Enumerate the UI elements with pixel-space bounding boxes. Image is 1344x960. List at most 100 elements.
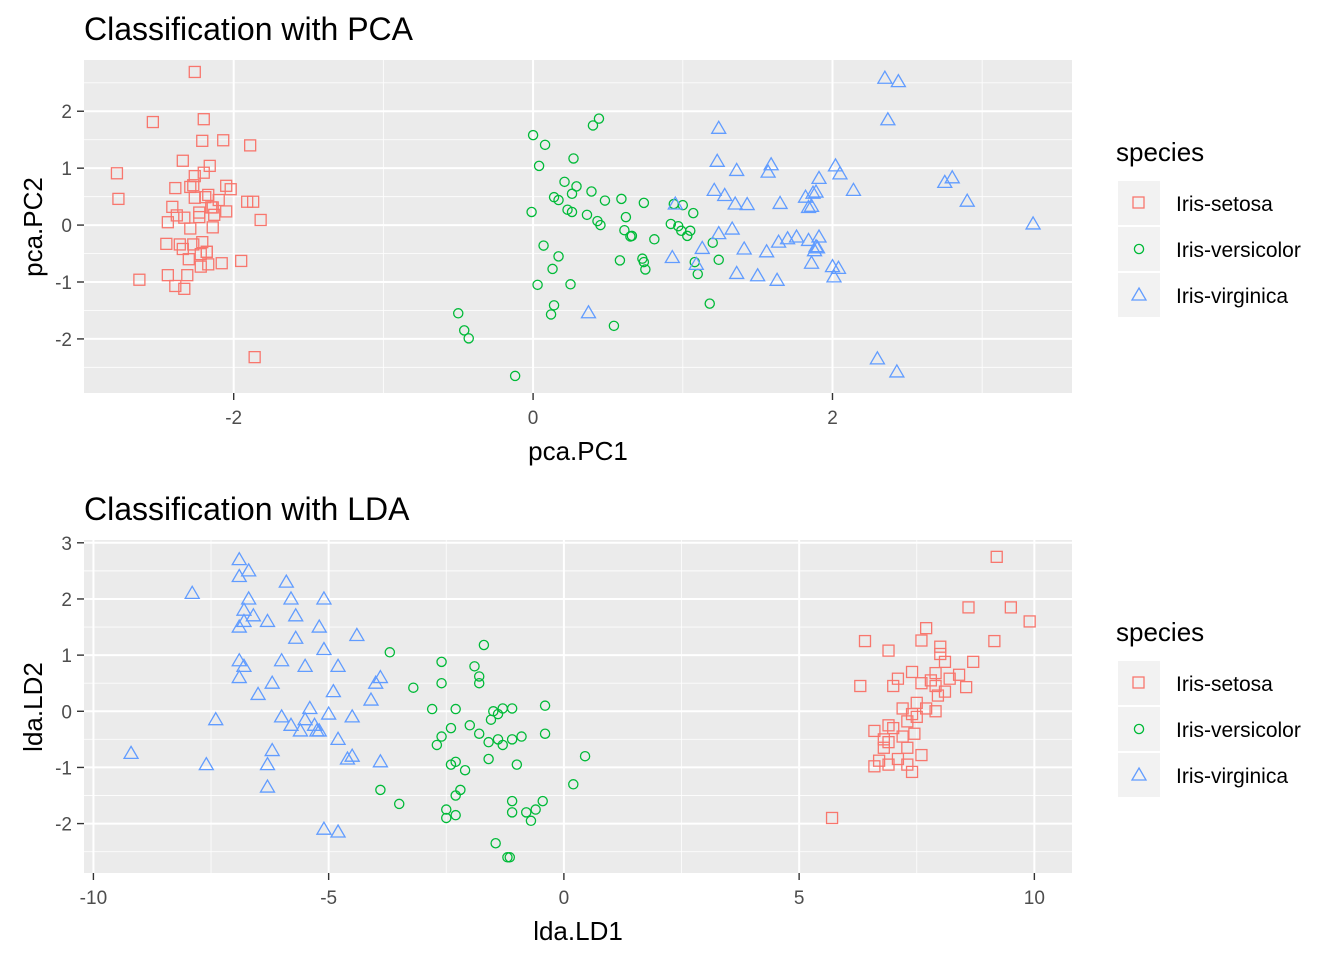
point-iris-virginica (329, 658, 347, 672)
point-iris-virginica (825, 268, 843, 283)
point-iris-virginica (367, 674, 384, 689)
lda-legend-key-versicolor (1118, 707, 1160, 751)
point-iris-virginica (348, 627, 366, 642)
point-iris-versicolor (587, 120, 599, 131)
point-iris-versicolor (619, 224, 630, 236)
point-iris-virginica (329, 731, 347, 746)
lda-plot-panel (84, 540, 1072, 873)
point-iris-versicolor (539, 139, 551, 151)
point-iris-versicolor (463, 333, 474, 344)
point-iris-versicolor (473, 671, 485, 682)
point-iris-versicolor (441, 804, 452, 815)
point-iris-virginica (273, 708, 290, 723)
point-iris-setosa (929, 666, 942, 680)
point-iris-versicolor (533, 160, 545, 172)
point-iris-setosa (112, 192, 125, 206)
point-iris-setosa (196, 134, 209, 147)
point-iris-virginica (888, 363, 905, 378)
point-iris-virginica (580, 304, 597, 319)
point-iris-virginica (245, 607, 262, 622)
point-iris-versicolor (614, 255, 626, 266)
point-iris-versicolor (562, 204, 573, 215)
point-iris-virginica (240, 590, 257, 605)
point-iris-versicolor (393, 798, 405, 810)
point-iris-setosa (194, 247, 207, 261)
x-tick-label: 0 (528, 408, 539, 429)
point-iris-virginica (768, 272, 786, 286)
point-iris-setosa (1023, 615, 1036, 628)
point-iris-versicolor (431, 739, 443, 751)
point-iris-virginica (122, 745, 140, 760)
point-iris-setosa (194, 260, 207, 273)
legend-square-icon (1132, 676, 1145, 689)
point-iris-setosa (988, 634, 1001, 648)
point-iris-setosa (161, 216, 174, 229)
point-iris-virginica (311, 722, 328, 737)
point-iris-setosa (188, 169, 201, 183)
pca-y-axis: -2 -1 0 1 2 (55, 102, 84, 351)
point-iris-setosa (915, 634, 928, 647)
point-iris-virginica (198, 756, 215, 771)
point-iris-versicolor (581, 209, 593, 221)
point-iris-versicolor (676, 225, 687, 237)
point-iris-setosa (208, 208, 221, 221)
point-iris-setosa (910, 710, 923, 724)
point-iris-versicolor (638, 197, 650, 209)
point-iris-versicolor (665, 218, 677, 230)
point-iris-setosa (173, 238, 186, 251)
point-iris-setosa (896, 702, 909, 715)
point-iris-setosa (224, 183, 237, 196)
point-iris-setosa (938, 655, 952, 669)
point-iris-versicolor (539, 728, 551, 739)
point-iris-versicolor (559, 176, 570, 188)
point-iris-setosa (929, 705, 942, 718)
point-iris-virginica (259, 778, 276, 793)
point-iris-setosa (197, 113, 210, 126)
point-iris-setosa (882, 758, 895, 771)
point-iris-virginica (667, 195, 684, 210)
pca-legend-title: species (1116, 137, 1204, 167)
y-tick-label: 2 (61, 590, 72, 611)
legend-triangle-icon (1130, 286, 1148, 301)
point-iris-virginica (344, 708, 361, 723)
point-iris-setosa (197, 166, 210, 179)
point-iris-virginica (806, 242, 823, 257)
point-iris-virginica (706, 182, 723, 197)
point-iris-setosa (166, 200, 179, 214)
point-iris-virginica (249, 686, 267, 701)
point-iris-setosa (193, 210, 206, 224)
x-tick-label: -5 (320, 888, 337, 909)
point-iris-virginica (710, 120, 727, 134)
point-iris-versicolor (532, 279, 543, 291)
point-iris-setosa (206, 221, 219, 234)
y-tick-label: -1 (55, 758, 72, 779)
point-iris-virginica (788, 228, 805, 243)
point-iris-versicolor (553, 251, 564, 262)
point-iris-virginica (739, 196, 756, 211)
point-iris-versicolor (497, 739, 508, 751)
point-iris-versicolor (626, 230, 638, 242)
point-iris-virginica (879, 111, 897, 126)
lda-legend-label-setosa: Iris-setosa (1176, 673, 1273, 696)
y-tick-label: 0 (61, 216, 72, 237)
point-iris-setosa (254, 213, 267, 227)
y-tick-label: 3 (61, 534, 72, 555)
point-iris-virginica (273, 652, 290, 667)
point-iris-versicolor (571, 181, 582, 192)
point-iris-virginica (240, 562, 257, 577)
point-iris-versicolor (713, 254, 724, 266)
point-iris-virginica (771, 195, 789, 210)
lda-legend-item-versicolor: Iris-versicolor (1118, 707, 1301, 751)
point-iris-virginica (315, 641, 333, 656)
lda-y-axis-title: lda.LD2 (18, 662, 48, 752)
point-iris-versicolor (539, 700, 551, 711)
pca-legend-item-setosa: Iris-setosa (1118, 181, 1273, 225)
point-iris-versicolor (483, 753, 494, 765)
point-iris-setosa (931, 689, 945, 702)
point-iris-setosa (184, 222, 197, 235)
point-iris-versicolor (568, 153, 579, 164)
pca-legend-key-virginica (1118, 273, 1160, 317)
point-iris-setosa (169, 279, 182, 293)
point-iris-versicolor (483, 736, 494, 748)
point-iris-versicolor (506, 703, 518, 714)
